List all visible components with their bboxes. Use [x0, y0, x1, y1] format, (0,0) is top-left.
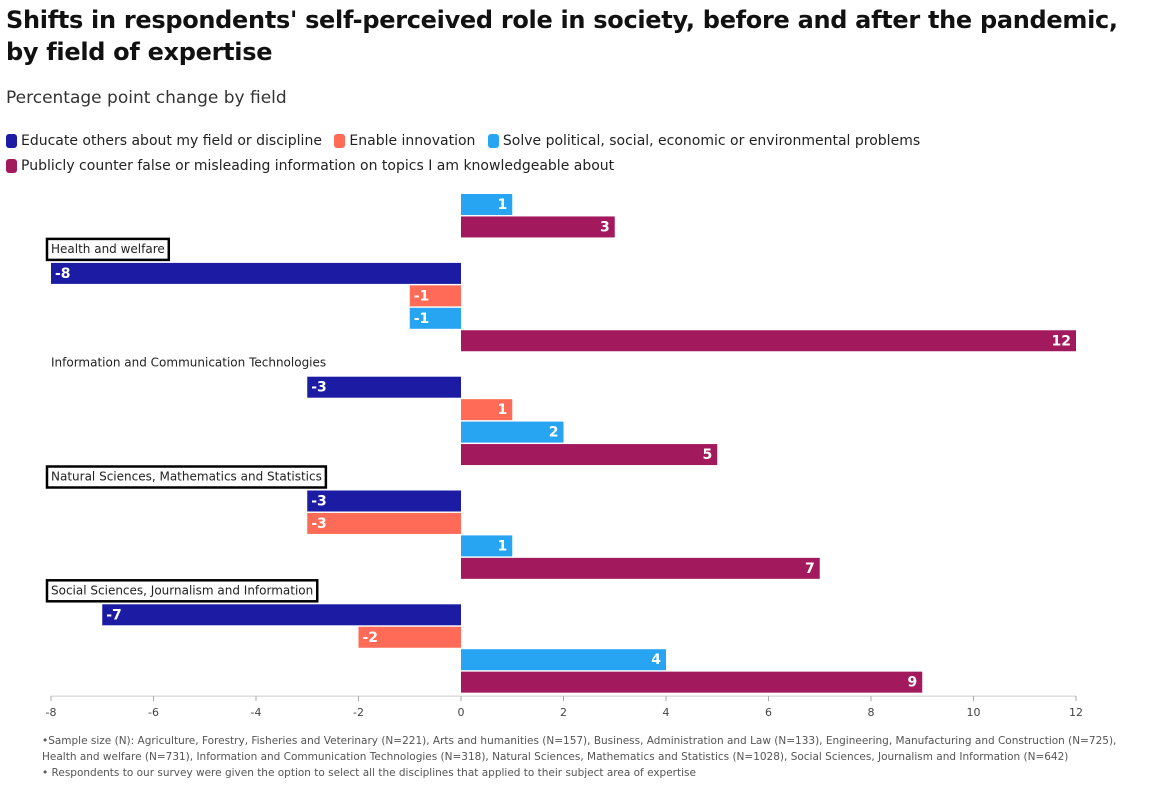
chart-subtitle: Percentage point change by field [6, 88, 287, 108]
bar-information-and-communication-technologies-series-1 [461, 399, 513, 421]
x-tick-label: -2 [353, 706, 364, 719]
x-tick-label: -8 [46, 706, 57, 719]
bar-group-0-series-2 [461, 194, 513, 215]
x-tick-label: 10 [967, 706, 981, 719]
legend-label-solve: Solve political, social, economic or env… [502, 133, 921, 149]
legend-label-innovation: Enable innovation [349, 133, 476, 149]
data-label: -8 [55, 266, 71, 282]
legend-item-solve: Solve political, social, economic or env… [487, 130, 921, 152]
legend-swatch-educate [6, 134, 17, 148]
legend-swatch-solve [487, 134, 499, 148]
group-label-box-natural-sciences-mathematics-and-statistics [45, 465, 328, 489]
x-tick-label: 4 [663, 706, 670, 719]
bar-health-and-welfare-series-3 [461, 330, 1076, 352]
bar-social-sciences-journalism-and-information-series-1 [358, 626, 461, 648]
x-tick-label: 8 [868, 706, 875, 719]
bar-natural-sciences-mathematics-and-statistics-series-3 [461, 557, 820, 579]
group-label-information-and-communication-technologies: Information and Communication Technologi… [51, 356, 326, 370]
bar-health-and-welfare-series-0 [51, 262, 461, 284]
data-label: 7 [805, 561, 815, 577]
legend-item-innovation: Enable innovation [334, 130, 475, 152]
data-label: 5 [703, 447, 713, 463]
x-tick-label: -6 [148, 706, 159, 719]
data-label: -2 [363, 630, 379, 646]
bar-information-and-communication-technologies-series-2 [461, 421, 564, 443]
data-label: -1 [414, 288, 430, 304]
bar-information-and-communication-technologies-series-0 [307, 376, 461, 398]
data-label: 9 [908, 675, 918, 691]
group-label-natural-sciences-mathematics-and-statistics: Natural Sciences, Mathematics and Statis… [51, 470, 322, 484]
legend-item-counter: Publicly counter false or misleading inf… [6, 155, 614, 177]
data-label: -3 [311, 380, 327, 396]
footnotes: •Sample size (N): Agriculture, Forestry,… [42, 733, 1142, 781]
x-tick-label: 6 [765, 706, 772, 719]
footnote-sample-size: •Sample size (N): Agriculture, Forestry,… [42, 735, 1117, 763]
data-label: -3 [311, 494, 327, 510]
data-label: 1 [498, 538, 508, 554]
bar-natural-sciences-mathematics-and-statistics-series-0 [307, 490, 461, 512]
legend-swatch-counter [6, 159, 17, 173]
x-tick-label: 0 [458, 706, 465, 719]
data-label: 4 [651, 652, 661, 668]
bar-information-and-communication-technologies-series-3 [461, 444, 718, 466]
data-label: 1 [498, 197, 508, 213]
x-tick-label: 12 [1069, 706, 1083, 719]
data-label: -7 [106, 607, 122, 623]
legend-item-educate: Educate others about my field or discipl… [6, 130, 322, 152]
legend-swatch-innovation [334, 134, 346, 148]
bar-social-sciences-journalism-and-information-series-3 [461, 671, 923, 693]
bar-natural-sciences-mathematics-and-statistics-series-2 [461, 535, 513, 557]
data-label: 3 [600, 219, 610, 235]
x-tick-label: 2 [560, 706, 567, 719]
data-label: -1 [414, 311, 430, 327]
x-tick-label: -4 [251, 706, 262, 719]
data-label: 2 [549, 425, 559, 441]
chart-title: Shifts in respondents' self-perceived ro… [6, 6, 1118, 66]
group-label-box-health-and-welfare [45, 237, 171, 262]
group-label-social-sciences-journalism-and-information: Social Sciences, Journalism and Informat… [51, 583, 313, 597]
group-label-box-social-sciences-journalism-and-information [45, 579, 319, 603]
bar-health-and-welfare-series-2 [409, 307, 461, 329]
bar-natural-sciences-mathematics-and-statistics-series-1 [307, 512, 461, 534]
footnote-disciplines: • Respondents to our survey were given t… [42, 767, 696, 779]
legend-label-educate: Educate others about my field or discipl… [21, 133, 322, 149]
bar-health-and-welfare-series-1 [409, 285, 461, 307]
bar-social-sciences-journalism-and-information-series-0 [102, 604, 461, 626]
data-label: 1 [498, 402, 508, 418]
data-label: -3 [311, 516, 327, 532]
bar-social-sciences-journalism-and-information-series-2 [461, 649, 666, 671]
data-label: 12 [1052, 333, 1071, 349]
bar-group-0-series-3 [461, 216, 615, 238]
group-label-health-and-welfare: Health and welfare [51, 242, 165, 256]
legend-label-counter: Publicly counter false or misleading inf… [21, 158, 615, 174]
legend: Educate others about my field or discipl… [6, 130, 1146, 180]
